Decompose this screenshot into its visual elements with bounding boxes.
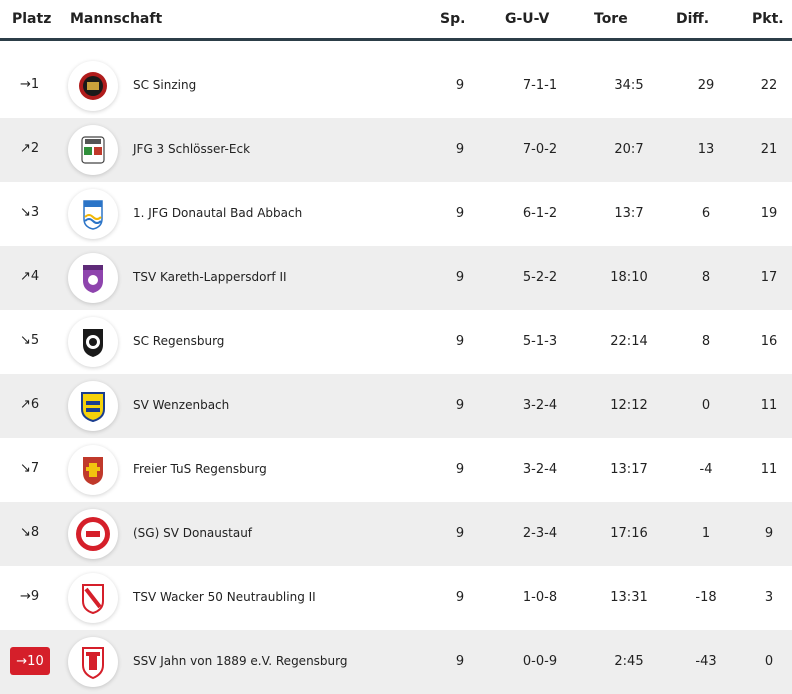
win-draw-loss: 0-0-9: [522, 654, 558, 669]
games-played: 9: [455, 142, 465, 157]
club-logo-freier-tus-regensburg[interactable]: [68, 445, 118, 495]
goal-difference: -4: [699, 462, 713, 477]
goals: 20:7: [614, 142, 644, 157]
goals: 13:7: [614, 206, 644, 221]
games-played: 9: [455, 334, 465, 349]
games-played: 9: [455, 654, 465, 669]
table-row[interactable]: ↗6 SV Wenzenbach 9 3-2-4 12:12 0 11: [0, 374, 792, 438]
goals: 12:12: [610, 398, 648, 413]
win-draw-loss: 7-0-2: [522, 142, 558, 157]
goals: 17:16: [610, 526, 648, 541]
team-name[interactable]: SSV Jahn von 1889 e.V. Regensburg: [133, 654, 348, 668]
col-guv: G-U-V: [505, 11, 550, 27]
table-row[interactable]: ↗2 JFG 3 Schlösser-Eck 9 7-0-2 20:7 13 2…: [0, 118, 792, 182]
games-played: 9: [455, 462, 465, 477]
win-draw-loss: 5-2-2: [522, 270, 558, 285]
win-draw-loss: 6-1-2: [522, 206, 558, 221]
club-logo-tsv-kareth-lappersdorf[interactable]: [68, 253, 118, 303]
goals: 2:45: [614, 654, 644, 669]
games-played: 9: [455, 526, 465, 541]
points: 17: [760, 270, 778, 285]
win-draw-loss: 1-0-8: [522, 590, 558, 605]
games-played: 9: [455, 590, 465, 605]
goals: 13:17: [610, 462, 648, 477]
points: 16: [760, 334, 778, 349]
club-logo-sc-regensburg[interactable]: [68, 317, 118, 367]
goals: 13:31: [610, 590, 648, 605]
win-draw-loss: 7-1-1: [522, 78, 558, 93]
points: 11: [760, 398, 778, 413]
games-played: 9: [455, 398, 465, 413]
col-diff: Diff.: [676, 11, 710, 27]
rank-cell: →9: [20, 589, 40, 604]
table-row[interactable]: →10 SSV Jahn von 1889 e.V. Regensburg 9 …: [0, 630, 792, 694]
goal-difference: 1: [701, 526, 711, 541]
goals: 34:5: [614, 78, 644, 93]
rank-cell: ↗6: [20, 397, 40, 412]
table-header: Platz Mannschaft Sp. G-U-V Tore Diff. Pk…: [0, 0, 792, 41]
team-name[interactable]: SC Sinzing: [133, 78, 197, 92]
points: 3: [764, 590, 774, 605]
points: 11: [760, 462, 778, 477]
points: 22: [760, 78, 778, 93]
col-pkt: Pkt.: [752, 11, 784, 27]
points: 0: [764, 654, 774, 669]
club-logo-ssv-jahn-regensburg[interactable]: [68, 637, 118, 687]
rank-cell: ↗4: [20, 269, 40, 284]
club-logo-jfg-donautal[interactable]: [68, 189, 118, 239]
games-played: 9: [455, 206, 465, 221]
goal-difference: -18: [695, 590, 717, 605]
win-draw-loss: 2-3-4: [522, 526, 558, 541]
goals: 22:14: [610, 334, 648, 349]
col-sp: Sp.: [440, 11, 466, 27]
club-logo-sc-sinzing[interactable]: [68, 61, 118, 111]
goal-difference: 29: [697, 78, 715, 93]
table-row[interactable]: →9 TSV Wacker 50 Neutraubling II 9 1-0-8…: [0, 566, 792, 630]
goal-difference: 8: [701, 334, 711, 349]
team-name[interactable]: TSV Kareth-Lappersdorf II: [133, 270, 287, 284]
club-logo-sv-wenzenbach[interactable]: [68, 381, 118, 431]
team-name[interactable]: SV Wenzenbach: [133, 398, 230, 412]
team-name[interactable]: SC Regensburg: [133, 334, 225, 348]
win-draw-loss: 5-1-3: [522, 334, 558, 349]
table-row[interactable]: →1 SC Sinzing 9 7-1-1 34:5 29 22: [0, 54, 792, 118]
goal-difference: 8: [701, 270, 711, 285]
col-mannschaft: Mannschaft: [70, 11, 163, 27]
win-draw-loss: 3-2-4: [522, 462, 558, 477]
games-played: 9: [455, 270, 465, 285]
col-tore: Tore: [594, 11, 628, 27]
table-row[interactable]: ↘7 Freier TuS Regensburg 9 3-2-4 13:17 -…: [0, 438, 792, 502]
goal-difference: 6: [701, 206, 711, 221]
games-played: 9: [455, 78, 465, 93]
rank-cell: ↗2: [20, 141, 40, 156]
team-name[interactable]: TSV Wacker 50 Neutraubling II: [133, 590, 316, 604]
goal-difference: -43: [695, 654, 717, 669]
table-row[interactable]: ↘5 SC Regensburg 9 5-1-3 22:14 8 16: [0, 310, 792, 374]
rank-cell-relegation: →10: [10, 647, 50, 675]
team-name[interactable]: 1. JFG Donautal Bad Abbach: [133, 206, 303, 220]
team-name[interactable]: (SG) SV Donaustauf: [133, 526, 253, 540]
rank-cell: ↘7: [20, 461, 40, 476]
goals: 18:10: [610, 270, 648, 285]
rank-cell: ↘3: [20, 205, 40, 220]
team-name[interactable]: JFG 3 Schlösser-Eck: [133, 142, 251, 156]
goal-difference: 13: [697, 142, 715, 157]
table-row[interactable]: ↘8 (SG) SV Donaustauf 9 2-3-4 17:16 1 9: [0, 502, 792, 566]
rank-cell: →1: [20, 77, 40, 92]
rank-cell: ↘8: [20, 525, 40, 540]
table-row[interactable]: ↘3 1. JFG Donautal Bad Abbach 9 6-1-2 13…: [0, 182, 792, 246]
club-logo-jfg-3-schloesser-eck[interactable]: [68, 125, 118, 175]
table-row[interactable]: ↗4 TSV Kareth-Lappersdorf II 9 5-2-2 18:…: [0, 246, 792, 310]
goal-difference: 0: [701, 398, 711, 413]
points: 19: [760, 206, 778, 221]
rank-cell: ↘5: [20, 333, 40, 348]
win-draw-loss: 3-2-4: [522, 398, 558, 413]
team-name[interactable]: Freier TuS Regensburg: [133, 462, 267, 476]
points: 9: [764, 526, 774, 541]
col-platz: Platz: [12, 11, 52, 27]
points: 21: [760, 142, 778, 157]
club-logo-sv-donaustauf[interactable]: [68, 509, 118, 559]
club-logo-tsv-wacker-neutraubling[interactable]: [68, 573, 118, 623]
